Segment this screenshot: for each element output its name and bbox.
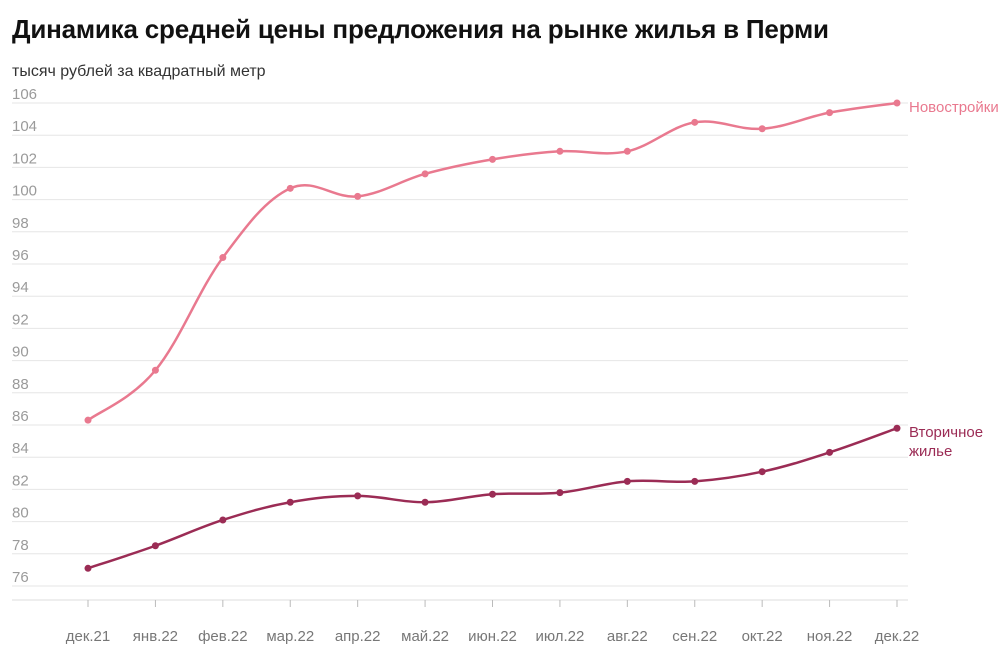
data-point bbox=[556, 147, 564, 155]
x-tick-label: июн.22 bbox=[468, 628, 517, 645]
data-point bbox=[84, 564, 92, 572]
y-axis: 76 78 80 82 84 86 88 90 92 94 96 98 100 102 104 106 bbox=[12, 86, 37, 586]
data-point bbox=[489, 155, 496, 163]
data-point bbox=[219, 516, 227, 524]
data-point bbox=[623, 147, 631, 155]
chart-title: Динамика средней цены предложения на рын… bbox=[12, 14, 829, 44]
data-point bbox=[489, 490, 496, 498]
data-point bbox=[421, 170, 429, 178]
y-tick-label: 78 bbox=[12, 537, 29, 554]
data-point bbox=[691, 477, 699, 485]
data-point bbox=[826, 109, 834, 117]
y-tick-label: 88 bbox=[12, 376, 29, 393]
y-tick-label: 90 bbox=[12, 344, 29, 361]
data-point bbox=[219, 254, 227, 262]
series-labels: Новостройки Вторичное жилье bbox=[909, 99, 999, 460]
x-tick-label: апр.22 bbox=[335, 628, 381, 645]
data-point bbox=[421, 498, 429, 506]
y-tick-label: 96 bbox=[12, 247, 29, 264]
data-point bbox=[151, 542, 159, 550]
y-tick-label: 86 bbox=[12, 408, 29, 425]
data-point bbox=[286, 184, 294, 192]
y-tick-label: 98 bbox=[12, 215, 29, 232]
x-tick-label: июл.22 bbox=[535, 628, 584, 645]
y-tick-label: 76 bbox=[12, 569, 29, 586]
x-tick-label: мар.22 bbox=[266, 628, 314, 645]
series-label: Новостройки bbox=[909, 99, 999, 116]
data-point bbox=[758, 468, 766, 476]
x-tick-label: янв.22 bbox=[133, 628, 178, 645]
x-tick-label: дек.21 bbox=[66, 628, 111, 645]
data-point bbox=[826, 448, 834, 456]
x-tick-label: ноя.22 bbox=[807, 628, 853, 645]
y-tick-label: 84 bbox=[12, 440, 29, 457]
y-tick-label: 104 bbox=[12, 118, 37, 135]
y-tick-label: 106 bbox=[12, 86, 37, 103]
data-point bbox=[84, 416, 92, 424]
y-tick-label: 82 bbox=[12, 472, 29, 489]
series-label: жилье bbox=[909, 443, 952, 460]
series-lines bbox=[87, 101, 898, 570]
x-tick-label: окт.22 bbox=[742, 628, 783, 645]
x-tick-label: май.22 bbox=[401, 628, 449, 645]
chart-subtitle: тысяч рублей за квадратный метр bbox=[12, 63, 266, 80]
data-point bbox=[354, 492, 362, 500]
y-tick-label: 94 bbox=[12, 279, 29, 296]
y-tick-label: 80 bbox=[12, 505, 29, 522]
series-line bbox=[87, 101, 898, 422]
x-axis: дек.21 янв.22 фев.22 мар.22 апр.22 май.22 июн.… bbox=[12, 599, 920, 645]
data-point bbox=[691, 118, 699, 126]
x-tick-label: авг.22 bbox=[607, 628, 648, 645]
data-point bbox=[758, 125, 766, 133]
data-point bbox=[354, 192, 362, 200]
x-tick-label: дек.22 bbox=[875, 628, 920, 645]
x-tick-label: сен.22 bbox=[672, 628, 717, 645]
data-point bbox=[286, 498, 294, 506]
y-tick-label: 102 bbox=[12, 150, 37, 167]
data-point bbox=[151, 366, 159, 374]
series-points bbox=[84, 99, 901, 572]
series-label: Вторичное bbox=[909, 424, 983, 441]
y-tick-label: 92 bbox=[12, 311, 29, 328]
grid-lines bbox=[12, 102, 908, 587]
data-point bbox=[556, 489, 564, 497]
data-point bbox=[623, 477, 631, 485]
series-line bbox=[87, 427, 898, 570]
x-tick-label: фев.22 bbox=[198, 628, 248, 645]
data-point bbox=[893, 99, 901, 107]
data-point bbox=[893, 424, 901, 432]
y-tick-label: 100 bbox=[12, 183, 37, 200]
